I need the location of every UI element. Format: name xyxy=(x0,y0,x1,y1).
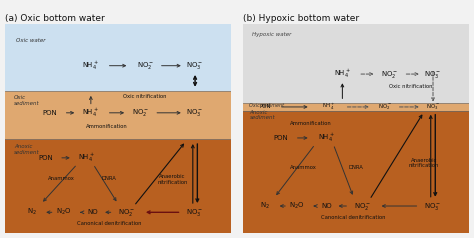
Text: (b) Hypoxic bottom water: (b) Hypoxic bottom water xyxy=(243,14,359,23)
Text: NO: NO xyxy=(321,203,332,209)
Text: Oxic nitrification: Oxic nitrification xyxy=(124,94,167,99)
Text: NO$_2^-$: NO$_2^-$ xyxy=(354,200,372,212)
Text: NO$_3^-$: NO$_3^-$ xyxy=(424,200,442,212)
Text: (a) Oxic bottom water: (a) Oxic bottom water xyxy=(5,14,104,23)
Text: Oxic water: Oxic water xyxy=(16,38,46,43)
Bar xyxy=(243,111,469,233)
Bar xyxy=(5,91,231,139)
Text: Canonical denitrification: Canonical denitrification xyxy=(321,215,386,220)
Text: Anaerobic
nitrification: Anaerobic nitrification xyxy=(409,158,439,169)
Text: Ammonification: Ammonification xyxy=(290,121,331,126)
Text: NH$_4^+$: NH$_4^+$ xyxy=(318,132,335,144)
Bar xyxy=(243,103,469,111)
Text: Anoxic
sediment: Anoxic sediment xyxy=(14,144,39,155)
Text: NO: NO xyxy=(88,209,99,215)
Text: Anoxic
sediment: Anoxic sediment xyxy=(249,109,275,120)
Text: NH$_4^+$: NH$_4^+$ xyxy=(82,60,100,72)
Text: Oxic sediment: Oxic sediment xyxy=(249,103,284,108)
Text: NO$_2^-$: NO$_2^-$ xyxy=(381,69,399,79)
Text: PON: PON xyxy=(43,110,57,116)
Text: NO$_3^-$: NO$_3^-$ xyxy=(426,102,440,112)
Text: N$_2$O: N$_2$O xyxy=(56,207,72,217)
Text: Anaerobic
nitrification: Anaerobic nitrification xyxy=(157,174,188,185)
Text: DNRA: DNRA xyxy=(101,176,117,181)
Text: NO$_2^-$: NO$_2^-$ xyxy=(132,107,149,118)
Bar xyxy=(5,139,231,233)
Text: PON: PON xyxy=(259,104,271,109)
Text: PON: PON xyxy=(274,135,289,141)
Text: Ammonification: Ammonification xyxy=(86,124,128,129)
Text: Hypoxic water: Hypoxic water xyxy=(252,32,291,37)
Text: PON: PON xyxy=(38,155,53,161)
Text: DNRA: DNRA xyxy=(348,165,364,170)
Text: Oxic
sediment: Oxic sediment xyxy=(14,95,39,106)
Text: NO$_2^-$: NO$_2^-$ xyxy=(137,60,154,71)
Text: NO$_3^-$: NO$_3^-$ xyxy=(424,69,442,79)
Text: N$_2$O: N$_2$O xyxy=(289,201,305,211)
Text: Anammox: Anammox xyxy=(291,165,317,170)
Text: Canonical denitrification: Canonical denitrification xyxy=(77,221,141,226)
Text: N$_2$: N$_2$ xyxy=(27,207,37,217)
Text: NO$_2^-$: NO$_2^-$ xyxy=(378,102,392,112)
Text: N$_2$: N$_2$ xyxy=(260,201,270,211)
Text: NO$_3^-$: NO$_3^-$ xyxy=(186,60,204,71)
Text: NO$_3^-$: NO$_3^-$ xyxy=(186,107,204,118)
Text: NH$_4^+$: NH$_4^+$ xyxy=(82,107,100,119)
Text: NO$_2^-$: NO$_2^-$ xyxy=(118,207,136,218)
Text: NH$_4^+$: NH$_4^+$ xyxy=(334,68,351,80)
Text: NH$_4^+$: NH$_4^+$ xyxy=(322,102,336,112)
Bar xyxy=(243,24,469,103)
Text: Anammox: Anammox xyxy=(48,176,75,181)
Bar xyxy=(5,24,231,91)
Text: NH$_4^+$: NH$_4^+$ xyxy=(78,152,95,164)
Text: NO$_3^-$: NO$_3^-$ xyxy=(186,207,204,218)
Text: Oxic nitrification: Oxic nitrification xyxy=(389,84,432,89)
